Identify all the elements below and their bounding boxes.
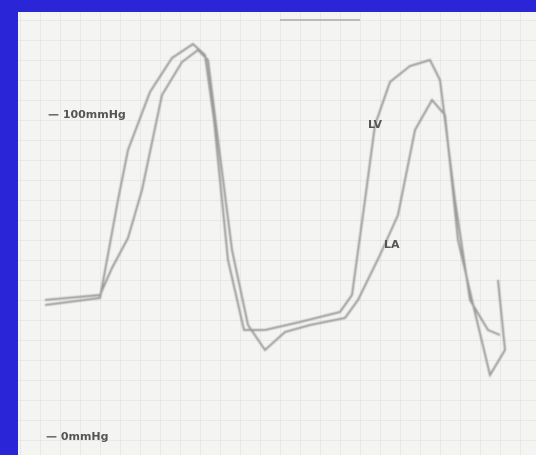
grid bbox=[18, 12, 536, 455]
la-label: LA bbox=[384, 238, 400, 251]
lv-label: LV bbox=[368, 118, 382, 131]
la-curve bbox=[44, 48, 507, 378]
scale-top-label: — 100mmHg bbox=[48, 108, 126, 121]
lv-curve bbox=[44, 42, 501, 336]
scale-zero-label: — 0mmHg bbox=[46, 430, 109, 443]
